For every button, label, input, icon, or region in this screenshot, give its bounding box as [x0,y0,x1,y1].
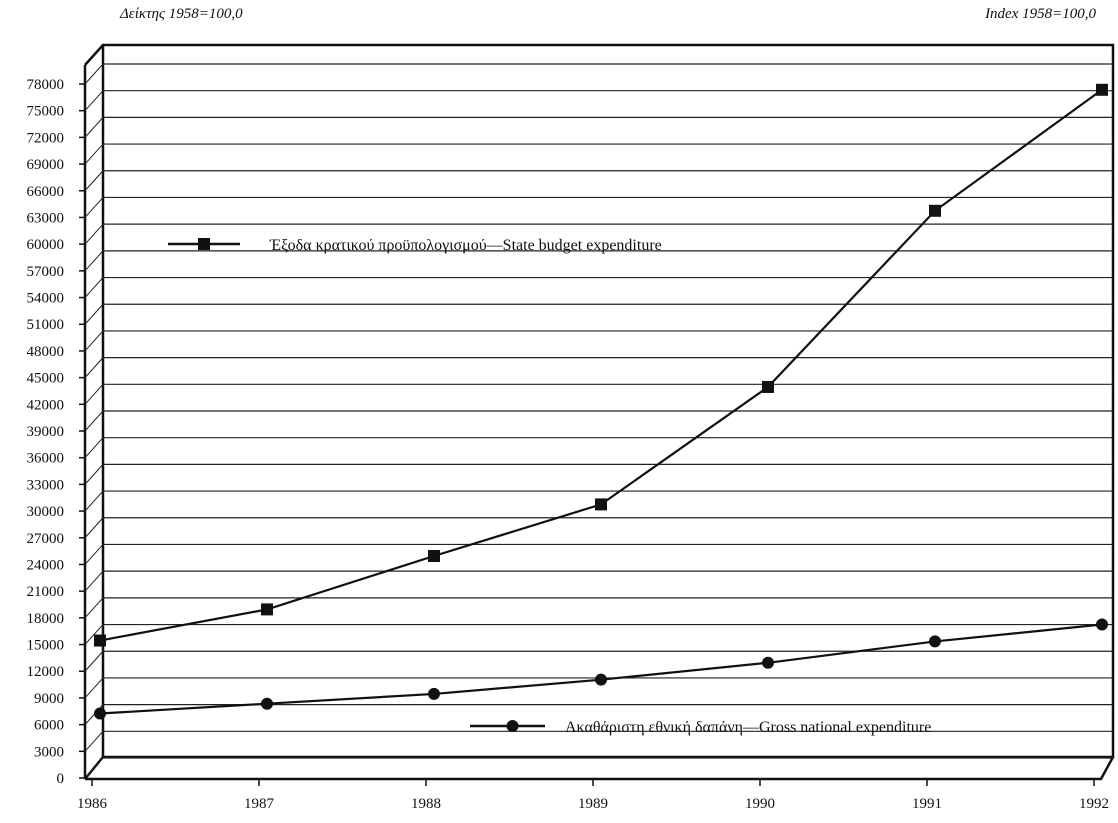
x-tick-label: 1991 [912,796,942,812]
data-point-square [261,603,273,616]
y-tick-label: 63000 [27,210,65,226]
data-point-square [428,550,440,563]
x-tick-label: 1988 [411,796,441,812]
x-tick-label: 1986 [77,796,108,812]
y-tick-label: 0 [57,771,65,787]
y-axis-unit-label-greek: Δείκτης 1958=100,0 [120,6,243,22]
data-point-circle [595,673,607,686]
y-tick-label: 27000 [27,531,65,547]
gridline-depth [84,730,104,752]
floor-edge [84,756,1115,781]
chart-frame [83,43,1115,781]
y-tick-label: 72000 [27,130,65,146]
back-panel [101,43,1115,759]
y-tick-label: 6000 [34,718,64,734]
series-line-1 [99,88,1103,642]
y-tick-label: 24000 [27,557,65,573]
y-tick-label: 36000 [27,451,65,467]
x-tick-label: 1989 [578,796,608,812]
gridline-depth [84,63,104,85]
y-tick-label: 42000 [27,397,65,413]
y-axis-tick-labels: 0 3000 6000 9000 12000 15000 18000 21000 24000 27… [27,77,65,787]
y-tick-label: 54000 [27,291,65,307]
y-tick-label: 45000 [27,371,65,387]
gridline-depth [84,303,104,325]
legend-label-2: Ακαθάριστη εθνική δαπάνη—Gross national … [565,719,931,736]
gridline-depth [84,650,104,672]
x-tick-label: 1990 [745,796,775,812]
gridline-depth [84,383,104,405]
y-tick-label: 21000 [27,584,65,600]
y-tick-label: 12000 [27,664,65,680]
x-tick-label: 1987 [244,796,275,812]
gridline-depth [84,544,104,565]
gridline-depth [84,277,104,298]
y-tick-label: 60000 [27,237,65,253]
gridline-depth [84,677,104,699]
gridline-depth [84,597,104,619]
y-tick-label: 69000 [27,157,65,173]
gridline-depth [84,464,104,485]
chart-legend: Έξοδα κρατικού προϋπολογισμού—State budg… [168,237,931,736]
y-tick-label: 51000 [27,317,65,333]
chart-gridlines [79,63,1113,779]
gridline-depth [84,90,104,112]
x-tick-label: 1992 [1079,796,1109,812]
series-line-2 [99,623,1103,715]
y-tick-label: 3000 [34,744,64,760]
legend-marker-circle [506,720,519,732]
gridline-depth [84,490,104,512]
y-tick-label: 78000 [27,77,65,93]
series-lines [99,88,1103,715]
y-tick-label: 75000 [27,104,65,120]
y-tick-label: 9000 [34,691,64,707]
legend-label-1: Έξοδα κρατικού προϋπολογισμού—State budg… [269,237,662,254]
data-point-square [762,380,774,393]
data-point-circle [428,687,440,700]
gridline-depth [84,117,104,138]
data-point-circle [261,697,273,710]
gridline-depth [84,437,104,459]
gridline-depth [84,223,104,245]
y-tick-label: 48000 [27,344,65,360]
data-point-circle [94,707,106,720]
y-tick-label: 39000 [27,424,65,440]
data-point-circle [762,656,774,669]
gridline-depth [84,170,104,192]
data-point-square [929,204,941,217]
gridline-depth [84,357,104,378]
data-point-square [1096,83,1108,96]
gridline-depth [84,143,104,165]
data-point-square [94,634,106,647]
y-tick-label: 33000 [27,477,65,493]
series-markers [94,83,1108,720]
gridline-depth [84,570,104,592]
data-point-square [595,498,607,511]
gridline-depth [84,197,104,218]
data-point-circle [1096,618,1108,631]
x-axis-tick-labels: 1986 1987 1988 1989 1990 1991 1992 [77,779,1109,812]
gridline-depth [84,757,104,779]
left-wall [83,44,104,779]
data-point-circle [929,635,941,648]
y-tick-label: 15000 [27,638,65,654]
gridline-depth [84,517,104,539]
gridline-depth [84,330,104,352]
gridline-depth [84,410,104,432]
y-axis-unit-label-english: Index 1958=100,0 [985,6,1096,22]
gridline-depth [84,250,104,272]
y-tick-label: 30000 [27,504,65,520]
y-tick-label: 57000 [27,264,65,280]
y-tick-label: 66000 [27,184,65,200]
legend-marker-square [198,238,210,250]
y-tick-label: 18000 [27,611,65,627]
